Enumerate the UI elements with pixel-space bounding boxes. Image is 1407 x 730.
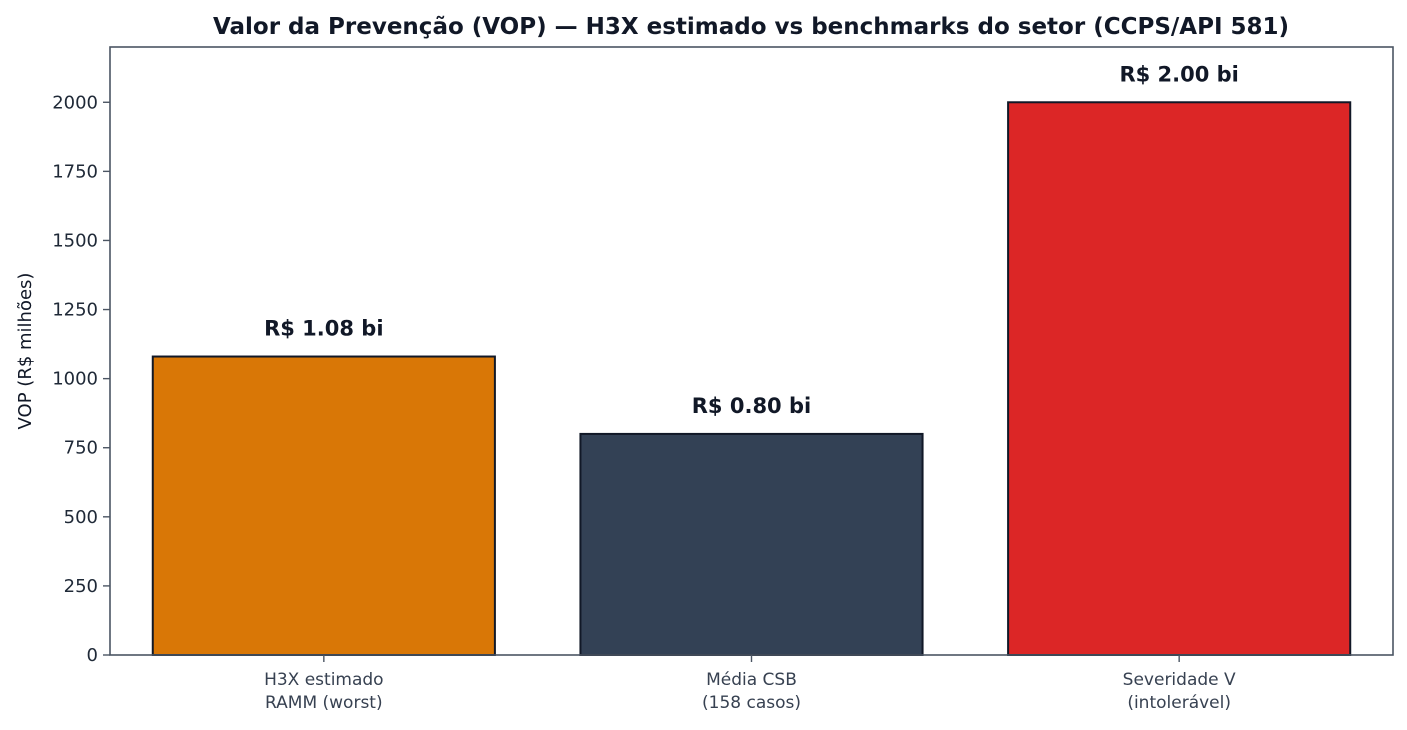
- x-tick-label: H3X estimado RAMM (worst): [264, 670, 384, 713]
- bar: [151, 355, 496, 656]
- y-tick-label: 0: [87, 645, 98, 666]
- y-tick-label: 1000: [52, 369, 98, 390]
- y-tick-label: 500: [64, 507, 98, 528]
- data-label: R$ 0.80 bi: [692, 394, 811, 418]
- bar: [579, 432, 924, 656]
- y-tick-label: 250: [64, 576, 98, 597]
- y-axis-ticks: 0 250 500 750 1000 1250 1500 1750 2000: [52, 92, 110, 666]
- data-label: R$ 2.00 bi: [1119, 62, 1238, 86]
- y-tick-label: 1500: [52, 230, 98, 251]
- x-axis-ticks: H3X estimado RAMM (worst) Média CSB (158 ca…: [264, 655, 1236, 713]
- y-tick-label: 1750: [52, 161, 98, 182]
- y-axis-label: VOP (R$ milhões): [15, 273, 36, 430]
- chart-title: Valor da Prevenção (VOP) — H3X estimado …: [213, 14, 1289, 40]
- data-label: R$ 1.08 bi: [264, 317, 383, 341]
- x-tick-label: Média CSB (158 casos): [702, 670, 801, 713]
- bars-layer: [151, 101, 1352, 657]
- data-labels-layer: R$ 1.08 bi R$ 0.80 bi R$ 2.00 bi: [264, 62, 1239, 418]
- y-tick-label: 1250: [52, 300, 98, 321]
- x-tick-label: Severidade V (intolerável): [1123, 670, 1236, 713]
- y-tick-label: 2000: [52, 92, 98, 113]
- y-tick-label: 750: [64, 438, 98, 459]
- bar: [1007, 101, 1352, 657]
- plot-area-frame: [109, 46, 1394, 656]
